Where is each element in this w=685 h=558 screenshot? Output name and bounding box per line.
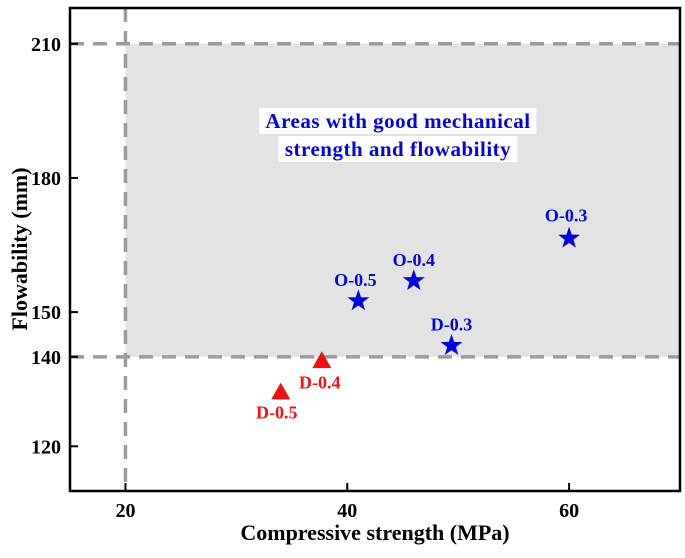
x-tick-label: 40 [337, 500, 357, 522]
y-tick-label: 140 [31, 347, 61, 369]
data-point-label-d-0.5: D-0.5 [256, 403, 298, 423]
y-tick-label: 180 [31, 168, 61, 190]
shaded-region [125, 43, 681, 357]
y-tick-label: 210 [31, 34, 61, 56]
chart-annotation: Areas with good mechanical strength and … [259, 108, 537, 162]
data-point-o-0.5 [347, 289, 370, 311]
x-tick-label: 60 [559, 500, 579, 522]
data-point-label-o-0.3: O-0.3 [545, 205, 588, 225]
y-axis-label: Flowability (mm) [7, 167, 32, 331]
data-point-label-o-0.4: O-0.4 [393, 250, 436, 270]
data-point-label-d-0.4: D-0.4 [299, 372, 341, 392]
data-point-d-0.3 [440, 334, 463, 355]
data-point-label-o-0.5: O-0.5 [334, 270, 377, 290]
data-point-d-0.5 [271, 382, 291, 400]
annotation-line-1: Areas with good mechanical [259, 108, 537, 134]
x-tick-label: 20 [115, 500, 135, 522]
annotation-line-2: strength and flowability [278, 136, 518, 162]
x-axis-label: Compressive strength (MPa) [240, 520, 510, 545]
data-point-o-0.4 [402, 269, 425, 291]
y-tick-label: 150 [31, 302, 61, 324]
data-point-label-d-0.3: D-0.3 [431, 315, 473, 335]
data-point-d-0.4 [312, 351, 332, 369]
data-point-o-0.3 [558, 226, 580, 248]
axes-frame [68, 6, 682, 493]
y-tick-label: 120 [31, 436, 61, 458]
